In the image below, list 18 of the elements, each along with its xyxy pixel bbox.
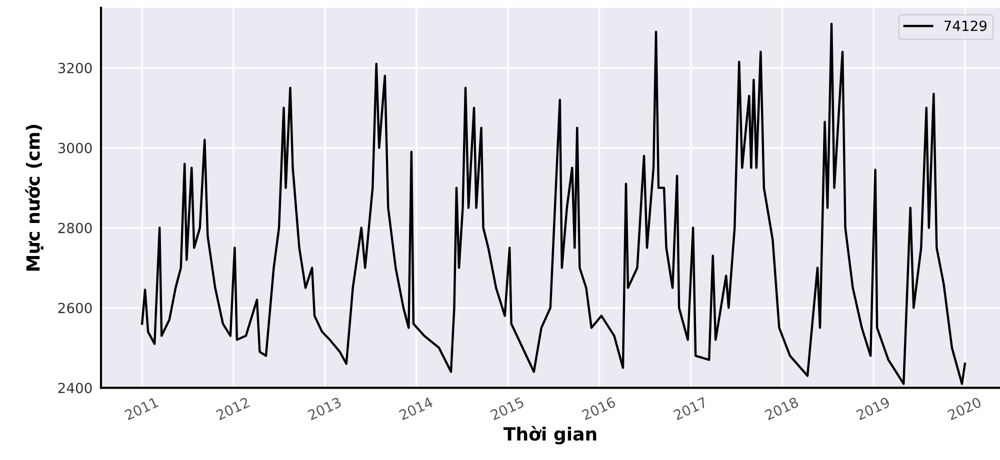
x-tick-label: 2016 [581,396,616,420]
x-tick-label: 2011 [124,396,159,420]
x-tick-label: 2012 [216,396,250,420]
x-tick-label: 2020 [947,396,982,420]
y-tick-label: 2600 [58,302,92,314]
x-axis-title: Thời gian [503,426,596,444]
x-tick-label: 2017 [672,396,708,420]
x-tick-label: 2015 [490,396,524,420]
legend-label: 74129 [944,20,987,32]
y-axis-title: Mực nước (cm) [25,124,44,271]
y-tick-label: 3200 [58,62,92,74]
x-tick-label: 2014 [398,396,434,420]
x-tick-label: 2013 [307,396,342,420]
y-tick-label: 2800 [58,222,92,234]
y-tick-label: 2400 [58,382,92,394]
x-tick-label: 2018 [764,396,800,420]
y-tick-label: 3000 [58,142,92,154]
x-tick-label: 2019 [856,396,890,420]
